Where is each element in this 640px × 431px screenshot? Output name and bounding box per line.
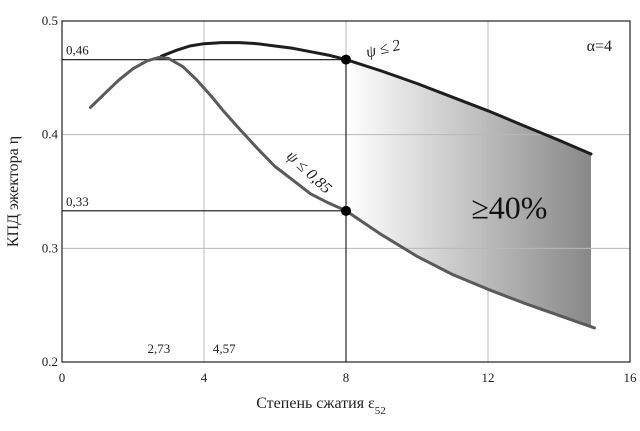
x-tick-label: 0 bbox=[59, 370, 66, 385]
x-annotation-label: 2,73 bbox=[148, 341, 171, 356]
y-tick-label: 0.2 bbox=[42, 354, 58, 369]
x-axis-title-main: Степень сжатия ε bbox=[256, 395, 375, 412]
y-axis-title: КПД эжектора η bbox=[5, 136, 22, 247]
x-tick-label: 16 bbox=[624, 370, 638, 385]
y-tick-label: 0.5 bbox=[42, 13, 58, 28]
data-point-marker bbox=[341, 205, 351, 216]
shaded-area bbox=[346, 59, 591, 327]
x-axis-title-subscript: 52 bbox=[375, 405, 386, 417]
x-tick-label: 8 bbox=[343, 370, 350, 385]
ticks: 0 4 8 12 16 0.2 0.3 0.4 0.5 bbox=[42, 13, 637, 385]
series-line-1 bbox=[159, 41, 593, 156]
y-tick-label: 0.3 bbox=[42, 240, 58, 255]
reference-line-label: 0,33 bbox=[66, 194, 89, 209]
x-axis-title: Степень сжатия ε52 bbox=[256, 395, 386, 417]
x-annotation-label: 4,57 bbox=[213, 341, 236, 356]
shaded-region bbox=[346, 59, 591, 327]
x-tick-label: 4 bbox=[201, 370, 208, 385]
series-line-2 bbox=[88, 55, 596, 330]
reference-line-label: 0,46 bbox=[66, 43, 89, 58]
data-point-marker bbox=[341, 54, 351, 65]
y-tick-label: 0.4 bbox=[42, 127, 59, 142]
x-tick-label: 12 bbox=[482, 370, 495, 385]
annotations: 2,73 4,57 bbox=[148, 341, 237, 356]
markers bbox=[341, 54, 351, 216]
corner-label: α=4 bbox=[587, 38, 612, 55]
shaded-region-label: ≥40% bbox=[471, 190, 547, 226]
